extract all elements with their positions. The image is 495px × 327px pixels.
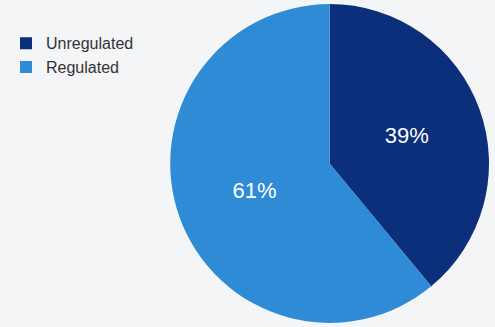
svg-text:Regulated: Regulated	[46, 59, 119, 76]
svg-text:Unregulated: Unregulated	[46, 35, 133, 52]
svg-text:61%: 61%	[233, 178, 277, 203]
svg-text:39%: 39%	[385, 123, 429, 148]
